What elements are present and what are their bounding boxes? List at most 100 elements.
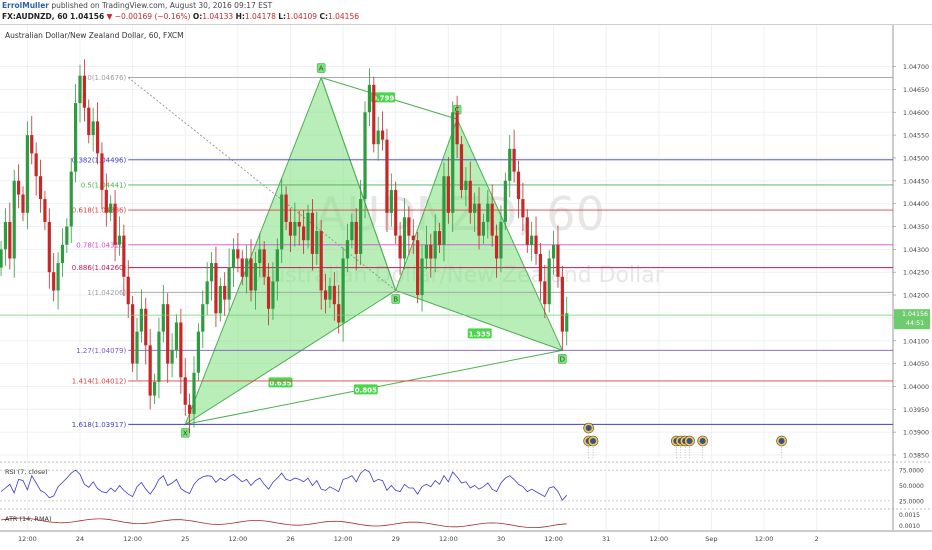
candle-body [69,171,73,227]
candle-body [337,304,341,323]
candle-body [455,112,459,145]
change-value: −0.00169 (−0.16%) [114,12,191,21]
candle [152,373,157,404]
time-tick-label: 12:00 [334,535,353,543]
candle [113,189,117,262]
candle-body [341,258,345,323]
fib-label: 0.5(1.04441) [81,181,127,189]
candle [249,239,253,302]
fib-trend-line [127,77,396,291]
event-icon [684,435,695,459]
candle [398,221,402,275]
candle-body [17,180,21,195]
candle-body [174,322,179,350]
candle [363,101,367,219]
candle [218,277,222,322]
candle [302,210,306,254]
axis-tick-label: 1.04500 [903,155,929,162]
candle [477,187,481,250]
candle [297,210,301,246]
candle [188,393,192,434]
candle [521,182,525,232]
candle-body [245,258,249,277]
candle-body [367,84,372,113]
ratio-text: 0.799 [372,94,394,102]
pattern-ratio-label: 0.799 [371,92,396,103]
fib-label: 0.618(1.04386) [72,207,127,215]
atr-line [1,517,567,528]
author-link[interactable]: ErrolMuller [2,1,49,10]
candle-body [104,189,108,213]
candle-body [201,304,205,332]
fib-levels: 0(1.04676) 0.382(1.04496) 0.5(1.04441) 0.61… [72,74,893,429]
pattern-point-b: B [391,294,401,304]
candle [394,181,398,244]
candle [494,224,499,278]
last-price: 1.04156 [70,12,105,21]
candle-body [188,404,192,414]
pattern-point-d: D [558,354,567,364]
candle-body [52,272,56,291]
price-chart[interactable]: Australian Dollar/New Zealand Dollar, 60… [0,25,932,550]
candle-body [328,285,332,300]
candle-body [126,276,130,305]
candle [499,205,503,273]
candle-body [385,139,389,213]
candle-body [302,226,306,241]
time-tick-label: 12:00 [649,535,668,543]
fib-label: 1.27(1.04079) [76,347,126,355]
candle [543,264,547,318]
candle-body [389,189,393,213]
candle-body [65,226,69,245]
candle-body [144,308,148,346]
candle [240,250,244,285]
candle-body [534,235,538,254]
candle [3,208,8,266]
candle [139,289,143,343]
candle [25,121,29,230]
candle [104,173,108,227]
candle-body [494,235,499,259]
fib-label: 0(1.04676) [87,74,126,82]
candle [157,317,161,399]
candle [323,274,328,314]
candle-body [288,221,293,236]
event-icons [583,422,787,459]
candle [516,160,521,219]
candle [551,231,556,275]
event-icon [776,435,787,459]
candle [205,262,209,316]
ratio-box [353,384,378,395]
candle [464,167,468,207]
candle-body [21,194,25,213]
candle-body [253,263,257,291]
candle-body [416,240,420,296]
candle-body [350,221,354,241]
candle [332,272,336,321]
candle-body [323,290,328,300]
time-tick-label: 12:00 [228,535,247,543]
rsi-label: RSI (7, close) [5,468,48,476]
candle [416,231,420,304]
pattern-line-ab [320,77,397,291]
current-price-tag: 1.04156 44:51 [894,309,930,330]
ohlc-low: 1.04109 [286,12,318,21]
header-divider [0,24,932,25]
candle [359,179,363,265]
candle [433,214,437,273]
candle-body [394,189,398,236]
time-axis: 12:00 24 12:00 25 12:00 26 12:00 29 12:00 30 12:00… [18,535,819,543]
candle-body [0,249,3,268]
candle [271,262,275,320]
candle-body [209,263,214,282]
pattern-point-box [316,63,326,73]
symbol-label[interactable]: FX:AUDNZD, 60 [2,12,68,21]
candle-body [402,217,407,259]
axis-tick-label: 1.04250 [903,270,929,277]
candle [231,238,236,287]
publish-header: ErrolMuller published on TradingView.com… [2,1,272,12]
candle [280,178,284,264]
candle-body [538,253,543,282]
axis-tick-label: 1.04550 [903,133,929,140]
candle-body [516,171,521,200]
